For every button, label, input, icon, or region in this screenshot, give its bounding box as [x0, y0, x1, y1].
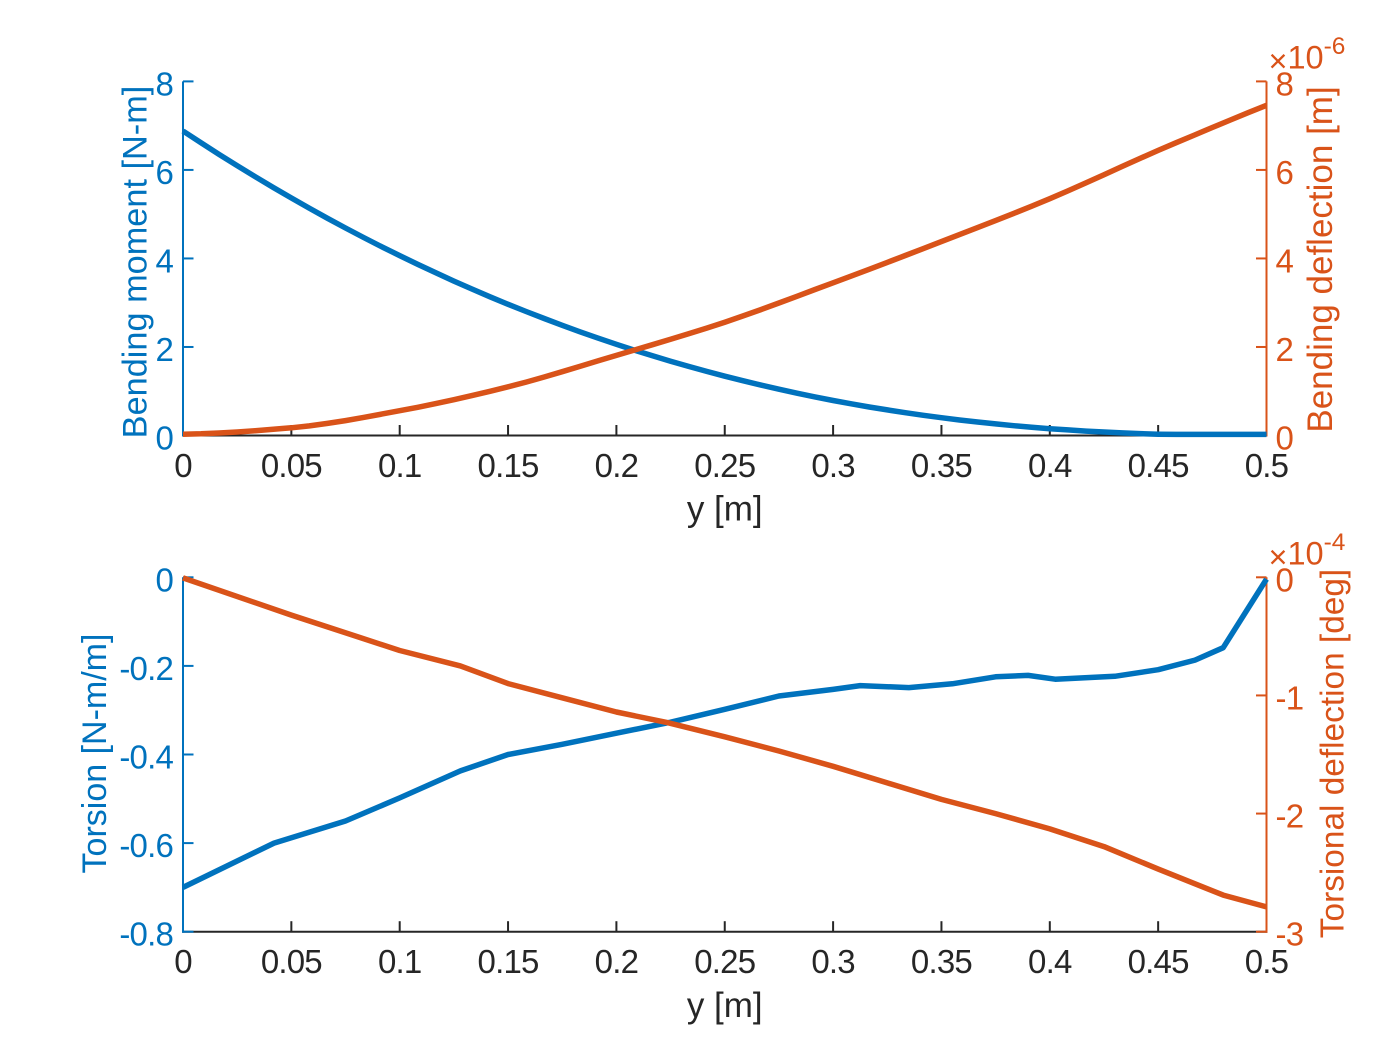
svg-text:×10-4: ×10-4: [1269, 529, 1346, 575]
svg-text:Bending moment [N-m]: Bending moment [N-m]: [117, 86, 155, 439]
svg-text:0.2: 0.2: [595, 943, 638, 980]
svg-text:0.45: 0.45: [1128, 447, 1189, 484]
svg-text:0: 0: [174, 943, 192, 980]
svg-text:0.5: 0.5: [1245, 447, 1288, 484]
svg-text:0.4: 0.4: [1028, 943, 1072, 980]
svg-text:0: 0: [1276, 420, 1294, 457]
svg-text:-1: -1: [1276, 679, 1304, 716]
svg-text:y [m]: y [m]: [687, 986, 763, 1025]
svg-text:y [m]: y [m]: [687, 490, 763, 529]
svg-text:0.05: 0.05: [261, 447, 322, 484]
svg-text:0.25: 0.25: [694, 447, 755, 484]
svg-text:Torsional deflection [deg]: Torsional deflection [deg]: [1315, 569, 1352, 938]
svg-text:0.05: 0.05: [261, 943, 322, 980]
svg-text:-0.6: -0.6: [119, 827, 173, 864]
svg-text:8: 8: [155, 65, 173, 102]
svg-text:-3: -3: [1276, 916, 1304, 953]
svg-text:0.2: 0.2: [595, 447, 638, 484]
svg-text:-0.2: -0.2: [119, 650, 173, 687]
svg-text:0: 0: [155, 561, 173, 598]
svg-text:4: 4: [1276, 242, 1294, 279]
svg-text:0: 0: [174, 447, 192, 484]
svg-text:0.45: 0.45: [1128, 943, 1189, 980]
svg-text:0.15: 0.15: [478, 943, 539, 980]
svg-text:0: 0: [1276, 561, 1294, 598]
svg-text:8: 8: [1276, 65, 1294, 102]
svg-text:6: 6: [155, 154, 173, 191]
svg-text:0.35: 0.35: [911, 943, 972, 980]
svg-text:0: 0: [155, 420, 173, 457]
svg-text:0.25: 0.25: [694, 943, 755, 980]
svg-text:0.3: 0.3: [811, 447, 854, 484]
svg-text:×10-6: ×10-6: [1269, 33, 1346, 79]
svg-text:2: 2: [155, 331, 173, 368]
svg-text:4: 4: [155, 242, 173, 279]
svg-text:6: 6: [1276, 154, 1294, 191]
svg-text:-0.4: -0.4: [119, 739, 173, 776]
svg-text:0.35: 0.35: [911, 447, 972, 484]
svg-text:Bending deflection [m]: Bending deflection [m]: [1301, 86, 1340, 432]
svg-text:Torsion [N-m/m]: Torsion [N-m/m]: [76, 634, 114, 874]
svg-text:0.3: 0.3: [811, 943, 854, 980]
svg-text:2: 2: [1276, 331, 1294, 368]
svg-text:0.15: 0.15: [478, 447, 539, 484]
svg-text:0.5: 0.5: [1245, 943, 1288, 980]
svg-text:0.4: 0.4: [1028, 447, 1072, 484]
svg-text:-0.8: -0.8: [119, 916, 173, 953]
svg-text:-2: -2: [1276, 798, 1304, 835]
svg-text:0.1: 0.1: [378, 447, 421, 484]
svg-text:0.1: 0.1: [378, 943, 421, 980]
